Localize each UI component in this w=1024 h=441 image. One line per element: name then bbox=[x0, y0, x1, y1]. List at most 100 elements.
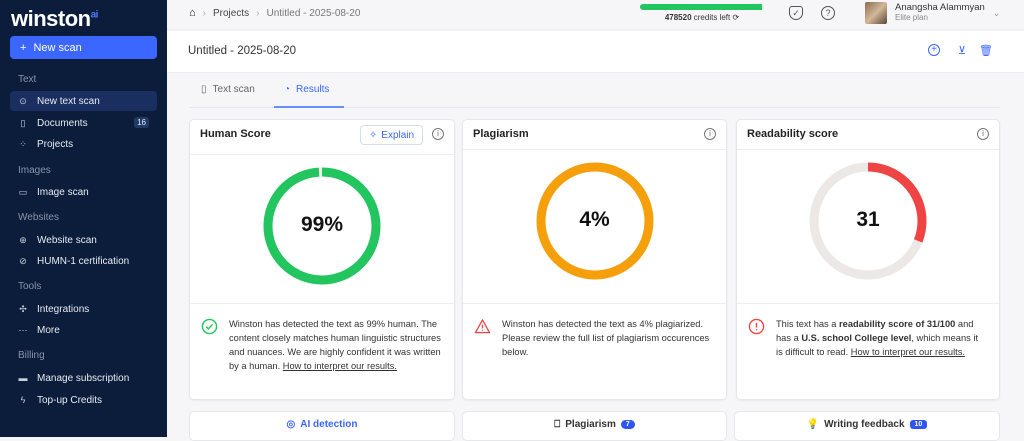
sidebar-item-manage-subscription[interactable]: ▬ Manage subscription bbox=[10, 368, 157, 388]
label: Image scan bbox=[37, 186, 89, 198]
active-tab-indicator bbox=[274, 106, 344, 108]
home-icon[interactable]: ⌂ bbox=[189, 7, 196, 19]
globe-icon: ⊕ bbox=[19, 234, 27, 245]
sidebar-item-documents[interactable]: ▯ Documents 16 bbox=[10, 113, 157, 133]
t: , which means it is difficult to read. bbox=[776, 333, 979, 357]
bottom-tab-ai-detection[interactable]: ◎ AI detection bbox=[189, 411, 455, 441]
tab-label: Results bbox=[296, 84, 330, 95]
credits-label: credits left bbox=[693, 13, 731, 22]
target-icon: ⊙ bbox=[19, 95, 27, 106]
card-title: Readability score bbox=[747, 128, 839, 140]
card-title: Human Score bbox=[200, 128, 271, 140]
tab-results[interactable]: ◔ Results bbox=[284, 84, 329, 95]
lightbulb-icon: 💡 bbox=[806, 418, 820, 430]
new-scan-button[interactable]: + New scan bbox=[10, 36, 157, 59]
credits-bar bbox=[640, 4, 764, 10]
refresh-icon[interactable]: ⟳ bbox=[732, 13, 740, 22]
card-icon: ▬ bbox=[18, 373, 28, 383]
label: HUMN-1 certification bbox=[37, 255, 130, 267]
sidebar-item-new-text-scan[interactable]: ⊙ New text scan bbox=[10, 91, 157, 111]
interpret-results-link[interactable]: How to interpret our results. bbox=[850, 347, 965, 357]
breadcrumb-projects[interactable]: Projects bbox=[213, 7, 250, 19]
document-title: Untitled - 2025-08-20 bbox=[188, 45, 297, 57]
sparkle-icon: ✧ bbox=[368, 129, 378, 141]
help-icon[interactable]: ? bbox=[821, 6, 835, 20]
divider bbox=[737, 303, 999, 304]
plus-icon: + bbox=[20, 41, 27, 54]
interpret-results-link[interactable]: How to interpret our results. bbox=[282, 361, 397, 371]
sidebar-item-website-scan[interactable]: ⊕ Website scan bbox=[10, 230, 157, 250]
user-plan: Elite plan bbox=[895, 13, 928, 22]
sidebar-item-more[interactable]: ⋯ More bbox=[10, 320, 157, 340]
breadcrumb-current: Untitled - 2025-08-20 bbox=[266, 7, 361, 19]
avatar bbox=[865, 2, 887, 24]
feedback-count-badge: 10 bbox=[909, 419, 928, 429]
section-images: Images bbox=[18, 165, 51, 176]
book-search-icon: ⎕ bbox=[554, 418, 561, 430]
pie-chart-icon: ◔ bbox=[284, 84, 291, 95]
logo[interactable]: winstonai bbox=[11, 6, 98, 32]
label: Top-up Credits bbox=[37, 394, 103, 406]
shield-icon[interactable]: ✓ bbox=[789, 6, 803, 20]
label: Website scan bbox=[37, 234, 97, 246]
tab-text-scan[interactable]: ▯ Text scan bbox=[201, 84, 255, 95]
grid-icon: ⁘ bbox=[19, 138, 27, 149]
sidebar-item-projects[interactable]: ⁘ Projects bbox=[10, 134, 157, 154]
user-name: Anangsha Alammyan bbox=[895, 2, 985, 13]
user-menu[interactable]: Anangsha Alammyan Elite plan ⌄ bbox=[865, 2, 1000, 24]
tab-label: Text scan bbox=[212, 84, 255, 95]
breadcrumb: ⌂ › Projects › Untitled - 2025-08-20 bbox=[189, 7, 360, 19]
sidebar-item-humn1-certification[interactable]: ⊘ HUMN-1 certification bbox=[10, 251, 157, 271]
readability-card: Readability score i 31 This text has a r… bbox=[736, 119, 1000, 400]
bolt-icon: ϟ bbox=[20, 395, 26, 405]
archive-download-icon[interactable]: ⊻ bbox=[957, 45, 967, 57]
trash-icon[interactable]: 🗑 bbox=[979, 45, 993, 57]
document-icon: ▯ bbox=[20, 117, 26, 128]
human-score-message: Winston has detected the text as 99% hum… bbox=[229, 317, 442, 373]
plagiarism-value: 4% bbox=[579, 208, 610, 231]
label: Integrations bbox=[37, 303, 90, 315]
sidebar-item-image-scan[interactable]: ▭ Image scan bbox=[10, 182, 157, 202]
documents-count-badge: 16 bbox=[134, 117, 149, 128]
section-billing: Billing bbox=[18, 350, 45, 361]
plagiarism-message: Winston has detected the text as 4% plag… bbox=[502, 319, 710, 357]
logo-suffix: ai bbox=[90, 9, 99, 21]
topbar: ⌂ › Projects › Untitled - 2025-08-20 47852… bbox=[167, 0, 1024, 30]
explain-button[interactable]: ✧ Explain bbox=[360, 125, 423, 145]
divider bbox=[463, 149, 726, 150]
readability-ring: 31 bbox=[803, 156, 933, 286]
label: New text scan bbox=[37, 95, 100, 107]
info-icon[interactable]: i bbox=[432, 128, 444, 140]
document-header: Untitled - 2025-08-20 + ⊻ 🗑 bbox=[167, 31, 1024, 73]
t: and has a bbox=[776, 319, 974, 343]
credits-bar-fill bbox=[640, 4, 762, 10]
explain-label: Explain bbox=[381, 129, 415, 141]
human-score-value: 99% bbox=[300, 213, 344, 236]
credits-meter: 478520 credits left ⟳ bbox=[640, 4, 764, 22]
tab-label: Writing feedback bbox=[824, 418, 905, 430]
readability-value: 31 bbox=[856, 208, 880, 231]
divider bbox=[463, 303, 726, 304]
divider bbox=[190, 154, 454, 155]
message-text: Winston has detected the text as 99% hum… bbox=[229, 319, 441, 371]
sidebar-item-top-up-credits[interactable]: ϟ Top-up Credits bbox=[10, 390, 157, 410]
credits-count: 478520 bbox=[664, 13, 692, 22]
info-icon[interactable]: i bbox=[977, 128, 989, 140]
label: Projects bbox=[37, 138, 74, 150]
image-icon: ▭ bbox=[18, 186, 28, 197]
label: Documents bbox=[37, 117, 88, 129]
divider bbox=[737, 149, 999, 150]
bottom-tab-writing-feedback[interactable]: 💡 Writing feedback 10 bbox=[734, 411, 1000, 441]
add-icon[interactable]: + bbox=[928, 44, 940, 56]
tab-label: AI detection bbox=[300, 418, 358, 430]
label: Manage subscription bbox=[37, 372, 130, 384]
warning-icon bbox=[474, 319, 491, 334]
sidebar-item-integrations[interactable]: ✣ Integrations bbox=[10, 299, 157, 319]
puzzle-icon: ✣ bbox=[19, 303, 27, 314]
plagiarism-count-badge: 7 bbox=[620, 419, 635, 429]
clipboard-icon: ▯ bbox=[201, 84, 207, 95]
info-icon[interactable]: i bbox=[704, 128, 716, 140]
section-tools: Tools bbox=[18, 281, 42, 292]
alert-circle-icon bbox=[748, 318, 765, 335]
dots-icon: ⋯ bbox=[18, 324, 28, 335]
